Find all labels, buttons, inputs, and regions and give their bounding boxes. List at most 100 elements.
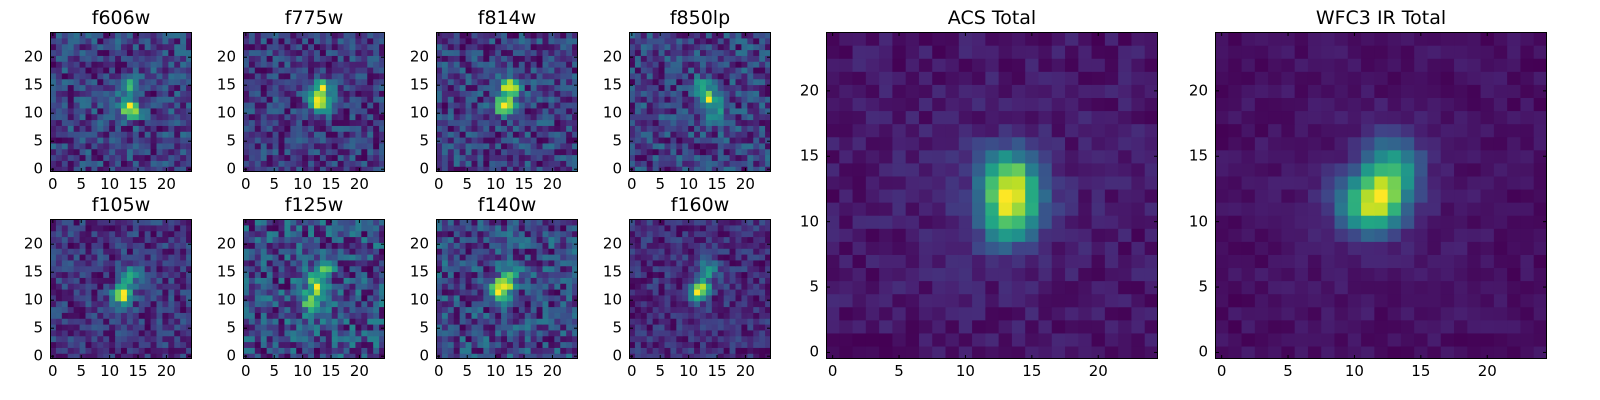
heatmap-cell <box>658 271 666 278</box>
heatmap-cell <box>670 166 677 172</box>
heatmap-cell <box>453 137 461 144</box>
heatmap-cell <box>717 131 725 138</box>
heatmap-cell <box>741 312 748 319</box>
heatmap-cell <box>97 289 104 296</box>
heatmap-cell <box>705 125 713 132</box>
heatmap-cell <box>694 160 701 167</box>
heatmap-cell <box>67 43 75 51</box>
heatmap-cell <box>664 61 672 68</box>
heatmap-cell <box>441 353 449 359</box>
heatmap-cell <box>436 289 443 296</box>
heatmap-cell <box>723 347 731 354</box>
heatmap-cell <box>483 131 490 138</box>
heatmap-cell <box>501 78 508 86</box>
heatmap-cell <box>495 142 502 150</box>
heatmap-cell <box>337 259 345 267</box>
heatmap-cell <box>676 90 683 97</box>
heatmap-cell <box>379 137 385 144</box>
heatmap-cell <box>566 166 573 172</box>
heatmap-cell <box>729 55 737 62</box>
heatmap-cell <box>132 265 140 273</box>
heatmap-cell <box>441 318 449 325</box>
heatmap-cell <box>79 242 87 249</box>
heatmap-cell <box>711 219 719 226</box>
heatmap-cell <box>278 119 286 126</box>
heatmap-cell <box>634 32 642 39</box>
heatmap-cell <box>436 154 443 161</box>
heatmap-cell <box>507 318 514 325</box>
heatmap-cell <box>566 43 573 51</box>
heatmap-cell <box>132 119 140 126</box>
heatmap-cell <box>753 148 760 156</box>
heatmap-cell <box>260 265 268 273</box>
heatmap-cell <box>554 137 561 144</box>
heatmap-cell <box>652 61 660 68</box>
heatmap-cell <box>652 271 660 278</box>
heatmap-cell <box>373 72 380 80</box>
y-tick-label: 15 <box>409 75 429 94</box>
heatmap-cell <box>536 72 544 80</box>
heatmap-cell <box>554 78 561 86</box>
heatmap-cell <box>682 96 689 103</box>
y-tick-label: 10 <box>23 290 43 309</box>
heatmap-cell <box>729 166 737 172</box>
heatmap-cell <box>436 37 443 45</box>
heatmap-cell <box>121 137 128 144</box>
heatmap-cell <box>91 102 98 109</box>
heatmap-cell <box>349 72 357 80</box>
heatmap-cell <box>560 125 567 132</box>
heatmap-cell <box>132 78 140 86</box>
heatmap-cell <box>115 248 122 255</box>
heatmap-cell <box>349 242 357 249</box>
heatmap-cell <box>453 341 461 348</box>
heatmap-cell <box>664 137 672 144</box>
heatmap-cell <box>566 259 573 267</box>
heatmap-cell <box>186 335 192 343</box>
heatmap-cell <box>67 37 75 45</box>
heatmap-cell <box>91 160 98 167</box>
heatmap-cell <box>629 55 636 62</box>
heatmap-cell <box>284 49 291 56</box>
heatmap-cell <box>972 332 986 347</box>
heatmap-cell <box>302 341 309 348</box>
heatmap-cell <box>682 67 689 74</box>
heatmap-cell <box>747 160 754 167</box>
heatmap-cell <box>518 96 526 103</box>
heatmap-cell <box>103 160 110 167</box>
heatmap-cell <box>524 43 532 51</box>
heatmap-cell <box>958 306 973 321</box>
heatmap-cell <box>634 312 642 319</box>
heatmap-cell <box>676 230 683 238</box>
heatmap-cell <box>325 318 333 325</box>
heatmap-cell <box>646 131 654 138</box>
heatmap-cell <box>572 259 578 267</box>
heatmap-cell <box>109 224 116 232</box>
heatmap-cell <box>308 37 315 45</box>
heatmap-cell <box>337 306 345 313</box>
heatmap-cell <box>664 353 672 359</box>
heatmap-cell <box>67 119 75 126</box>
heatmap-cell <box>483 32 490 39</box>
heatmap-cell <box>379 32 385 39</box>
heatmap-cell <box>741 353 748 359</box>
heatmap-cell <box>518 324 526 331</box>
heatmap-cell <box>717 312 725 319</box>
heatmap-cell <box>459 318 467 325</box>
heatmap-cell <box>319 300 327 308</box>
heatmap-cell <box>308 113 315 121</box>
heatmap-cell <box>97 67 104 74</box>
heatmap-cell <box>115 289 122 296</box>
heatmap-cell <box>735 248 743 255</box>
heatmap-cell <box>495 312 502 319</box>
heatmap-cell <box>50 148 57 156</box>
heatmap-cell <box>343 113 351 121</box>
heatmap-cell <box>343 49 351 56</box>
heatmap-cell <box>296 43 303 51</box>
heatmap-cell <box>441 119 449 126</box>
heatmap-cell <box>560 107 567 115</box>
heatmap-cell <box>272 90 280 97</box>
heatmap-cell <box>682 329 689 337</box>
heatmap-cell <box>349 160 357 167</box>
heatmap-cell <box>759 61 766 68</box>
heatmap-cell <box>91 125 98 132</box>
